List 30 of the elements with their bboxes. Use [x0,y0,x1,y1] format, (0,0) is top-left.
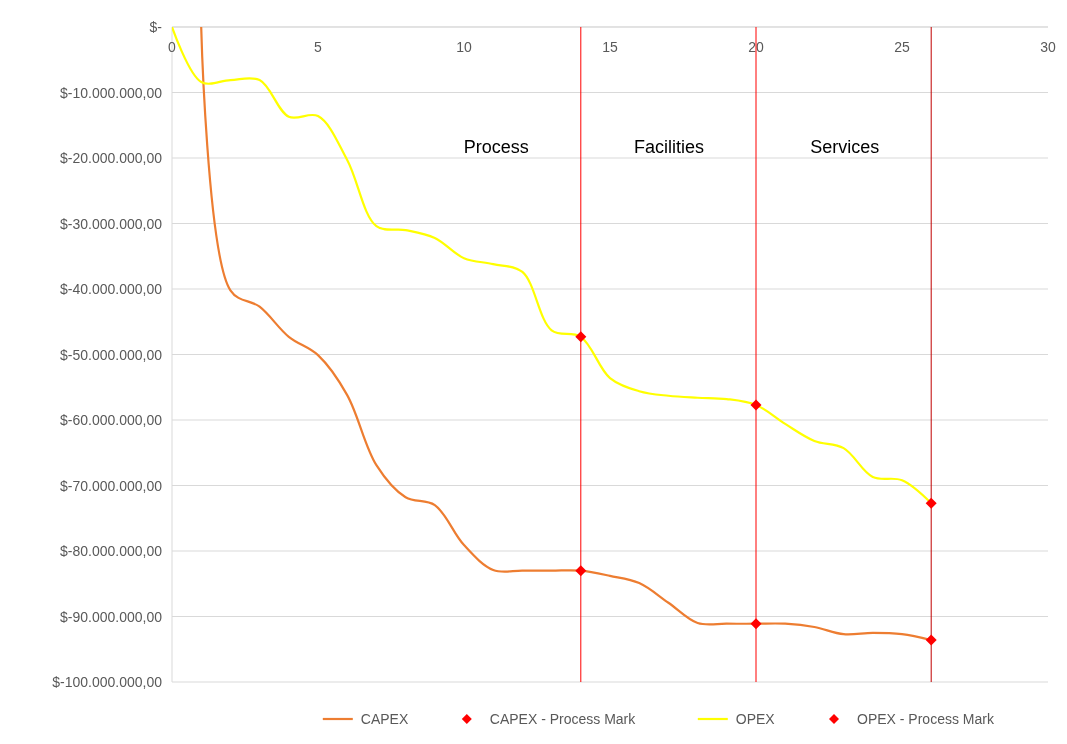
x-tick-label: 15 [602,39,618,55]
y-tick-label: $-40.000.000,00 [60,281,163,297]
point [925,634,937,646]
y-tick-label: $-10.000.000,00 [60,84,163,101]
legend-label: OPEX [735,711,776,727]
point [750,399,762,411]
legend-label: OPEX - Process Mark [857,711,995,727]
y-tick-label: $-60.000.000,00 [60,412,163,428]
x-tick-label: 25 [894,39,910,55]
legend-label: CAPEX - Process Mark [489,711,637,727]
y-tick-label: $-100.000.000,00 [52,674,163,690]
legend-label: CAPEX [360,711,409,727]
y-tick-label: $-50.000.000,00 [60,346,163,363]
x-tick-label: 5 [314,39,323,55]
x-tick-label: 30 [1040,39,1056,55]
annotation: Services [810,137,880,157]
y-tick-label: $-30.000.000,00 [60,215,163,232]
y-tick-label: $-20.000.000,00 [60,150,163,166]
y-tick-label: $- [149,19,163,35]
y-tick-label: $-70.000.000,00 [60,477,163,494]
x-tick-label: 0 [168,39,177,55]
annotation: Facilities [633,137,704,157]
y-tick-label: $-90.000.000,00 [60,608,163,625]
y-tick-label: $-80.000.000,00 [60,543,163,559]
point [925,497,937,509]
x-tick-label: 10 [456,39,472,55]
point [575,331,587,343]
annotation: Process [463,137,529,157]
point [575,565,587,577]
point [750,618,762,630]
